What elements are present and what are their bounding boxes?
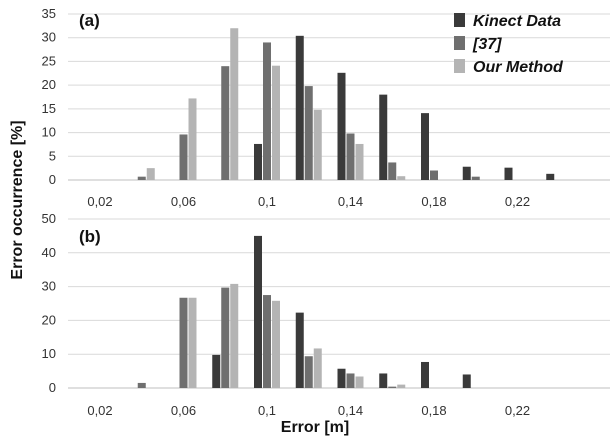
x-tick-label: 0,06 bbox=[171, 403, 196, 418]
bar-37 bbox=[304, 86, 313, 180]
bar-37 bbox=[137, 382, 146, 388]
y-tick-label: 35 bbox=[42, 6, 56, 21]
bar-37 bbox=[388, 162, 397, 180]
bar-kinect-data bbox=[421, 113, 429, 180]
y-tick-label: 20 bbox=[42, 312, 56, 327]
y-tick-label: 10 bbox=[42, 125, 56, 140]
x-tick-label: 0,18 bbox=[421, 403, 446, 418]
bar-kinect-data bbox=[504, 167, 513, 180]
x-axis-title: Error [m] bbox=[281, 419, 349, 436]
bar-kinect-data bbox=[212, 354, 221, 388]
y-tick-label: 30 bbox=[42, 30, 56, 45]
panel-b: 0 10 20 30 40 50 0,02 0,06 0,1 0,14 0,18 0,22 (b) bbox=[42, 211, 610, 418]
bar-37 bbox=[137, 176, 146, 180]
bar-kinect-data bbox=[254, 143, 262, 180]
legend-swatch-kinect-data bbox=[454, 13, 465, 27]
bar-our-method bbox=[188, 98, 197, 180]
bar-37 bbox=[430, 170, 438, 180]
bar-kinect-data bbox=[421, 361, 429, 388]
legend-swatch-our-method bbox=[454, 59, 465, 73]
bar-our-method bbox=[397, 384, 406, 388]
bar-kinect-data bbox=[337, 368, 346, 388]
y-tick-label: 15 bbox=[42, 101, 56, 116]
bar-37 bbox=[179, 297, 188, 388]
bar-37 bbox=[346, 373, 355, 388]
legend-label-kinect-data: Kinect Data bbox=[473, 13, 561, 30]
bar-37 bbox=[263, 42, 271, 181]
bar-our-method bbox=[355, 376, 364, 388]
y-tick-label: 5 bbox=[49, 148, 56, 163]
panel-label: (b) bbox=[79, 227, 101, 246]
y-tick-label: 25 bbox=[42, 53, 56, 68]
bar-37 bbox=[179, 134, 188, 180]
x-tick-label: 0,06 bbox=[171, 194, 196, 209]
bar-37 bbox=[471, 176, 480, 180]
bar-kinect-data bbox=[379, 373, 388, 388]
bar-kinect-data bbox=[254, 235, 262, 388]
legend-label-37: [37] bbox=[472, 36, 502, 53]
x-tick-label: 0,22 bbox=[505, 194, 530, 209]
x-tick-label: 0,14 bbox=[338, 194, 363, 209]
bar-our-method bbox=[397, 176, 406, 180]
legend: Kinect Data [37] Our Method bbox=[454, 13, 564, 76]
y-tick-label: 0 bbox=[49, 380, 56, 395]
bar-kinect-data bbox=[379, 94, 388, 180]
bar-our-method bbox=[313, 109, 322, 180]
legend-label-our-method: Our Method bbox=[473, 59, 564, 76]
y-tick-label: 40 bbox=[42, 245, 56, 260]
panel-a: 0 5 10 15 20 25 30 35 0,02 0,06 0,1 0,14 0,18 0,22 (a) bbox=[42, 6, 610, 209]
bar-37 bbox=[263, 295, 271, 388]
y-tick-label: 10 bbox=[42, 346, 56, 361]
x-tick-label: 0,14 bbox=[338, 403, 363, 418]
bar-37 bbox=[388, 386, 397, 388]
x-tick-label: 0,02 bbox=[87, 194, 112, 209]
bar-37 bbox=[221, 287, 230, 388]
x-tick-label: 0,1 bbox=[258, 194, 276, 209]
bar-kinect-data bbox=[462, 374, 471, 388]
x-tick-label: 0,22 bbox=[505, 403, 530, 418]
bar-our-method bbox=[272, 65, 280, 180]
x-tick-label: 0,1 bbox=[258, 403, 276, 418]
x-tick-label: 0,18 bbox=[421, 194, 446, 209]
y-tick-label: 0 bbox=[49, 172, 56, 187]
bar-kinect-data bbox=[295, 312, 304, 388]
bar-37 bbox=[304, 356, 313, 388]
bar-kinect-data bbox=[295, 35, 304, 181]
bar-kinect-data bbox=[462, 166, 471, 180]
bar-our-method bbox=[230, 283, 239, 388]
y-tick-label: 50 bbox=[42, 211, 56, 226]
bar-37 bbox=[346, 133, 355, 180]
bar-our-method bbox=[272, 300, 280, 388]
bar-kinect-data bbox=[337, 72, 346, 180]
bar-37 bbox=[221, 66, 230, 180]
bar-our-method bbox=[230, 28, 239, 180]
legend-swatch-37 bbox=[454, 36, 465, 50]
bar-our-method bbox=[355, 143, 364, 180]
y-axis-title: Error occurrence [%] bbox=[9, 120, 26, 279]
y-tick-label: 30 bbox=[42, 279, 56, 294]
bar-kinect-data bbox=[546, 173, 555, 180]
bar-our-method bbox=[188, 297, 197, 388]
y-tick-label: 20 bbox=[42, 77, 56, 92]
panel-label: (a) bbox=[79, 11, 100, 30]
bar-our-method bbox=[146, 168, 155, 180]
x-tick-label: 0,02 bbox=[87, 403, 112, 418]
bar-our-method bbox=[313, 348, 322, 388]
